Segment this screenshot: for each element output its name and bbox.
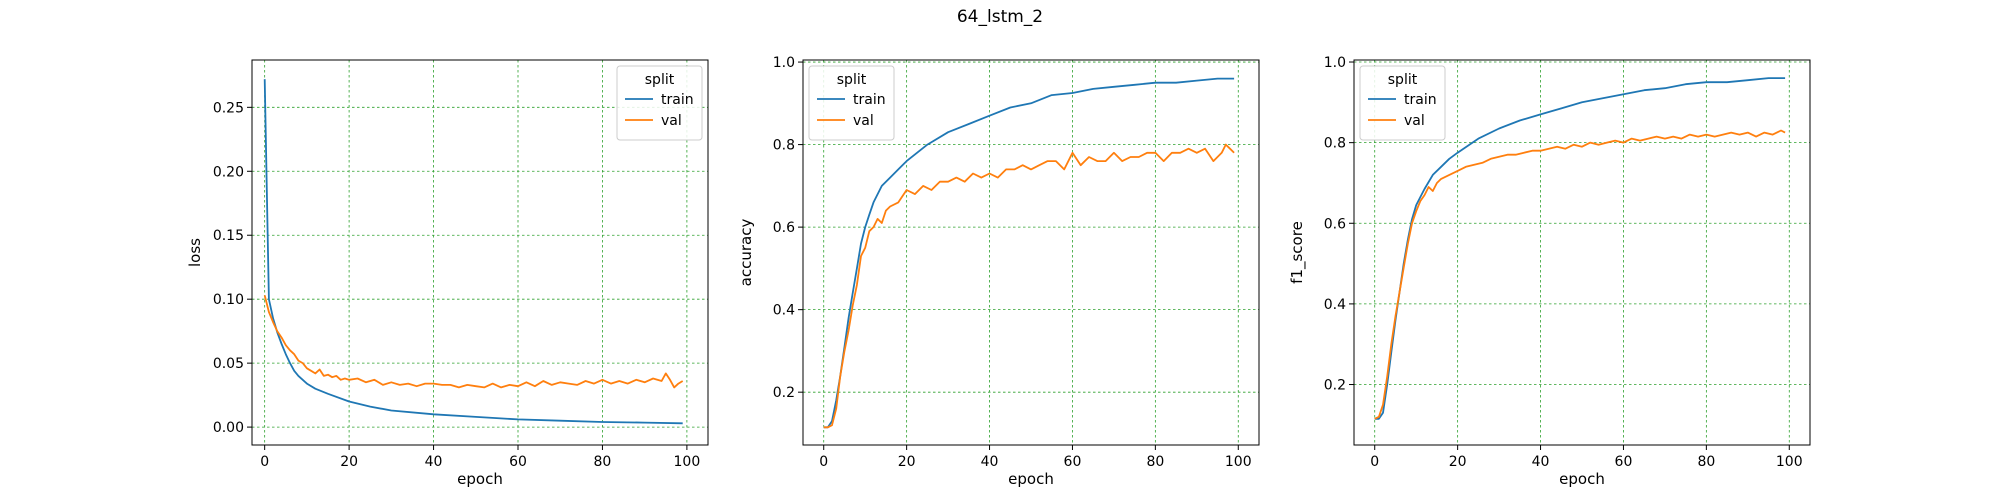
- chart-panel-3: 0 20 40 60 80 100 0.2 0.4 0.6 0.8 1.0 epoch f1_score…: [1288, 55, 1811, 488]
- axes-frame: [1353, 59, 1811, 446]
- x-tick-label: 0: [260, 454, 269, 470]
- legend-box: [616, 65, 703, 141]
- legend: split train val: [808, 65, 895, 141]
- x-axis-label: epoch: [1559, 470, 1605, 488]
- x-axis-label: epoch: [457, 470, 503, 488]
- legend-entry-val: val: [661, 113, 682, 129]
- legend-box: [1359, 65, 1446, 141]
- series-line-val: [823, 143, 1235, 429]
- legend-entry-val: val: [853, 113, 874, 129]
- x-tick-label: 0: [1370, 454, 1379, 470]
- x-tick-label: 20: [340, 454, 358, 470]
- legend-title: split: [645, 72, 675, 88]
- legend: split train val: [1359, 65, 1446, 141]
- axes-frame: [251, 59, 709, 446]
- y-tick-label: 0.25: [213, 100, 244, 116]
- legend-box: [808, 65, 895, 141]
- legend-entry-val: val: [1404, 113, 1425, 129]
- y-tick-label: 0.15: [213, 228, 244, 244]
- x-tick-label: 20: [898, 454, 916, 470]
- y-tick-label: 0.00: [213, 420, 244, 436]
- series-line-train: [823, 77, 1235, 429]
- y-tick-label: 0.4: [773, 303, 795, 319]
- x-tick-label: 60: [509, 454, 527, 470]
- chart-panel-1: 0 20 40 60 80 100 0.00 0.05 0.10 0.15 0.20 0.25 epoc…: [186, 59, 709, 488]
- y-axis-label: accuracy: [737, 219, 755, 287]
- y-tick-label: 0.6: [1324, 216, 1346, 232]
- y-axis-label: loss: [186, 238, 204, 267]
- x-tick-label: 60: [1064, 454, 1082, 470]
- legend-title: split: [1388, 72, 1418, 88]
- legend-entry-train: train: [853, 92, 886, 108]
- x-tick-label: 0: [819, 454, 828, 470]
- y-tick-label: 0.2: [773, 385, 795, 401]
- y-axis-label: f1_score: [1288, 221, 1307, 284]
- y-tick-label: 0.10: [213, 292, 244, 308]
- y-tick-label: 0.8: [773, 138, 795, 154]
- y-tick-label: 0.2: [1324, 378, 1346, 394]
- legend-entry-train: train: [661, 92, 694, 108]
- chart-panel-2: 0 20 40 60 80 100 0.2 0.4 0.6 0.8 1.0 epoch accuracy…: [737, 55, 1260, 488]
- x-tick-label: 60: [1615, 454, 1633, 470]
- y-tick-label: 0.20: [213, 164, 244, 180]
- x-tick-label: 20: [1449, 454, 1467, 470]
- y-tick-label: 1.0: [1324, 55, 1346, 71]
- legend: split train val: [616, 65, 703, 141]
- y-tick-label: 0.4: [1324, 297, 1346, 313]
- axes-frame: [802, 59, 1260, 446]
- x-tick-label: 100: [1776, 454, 1803, 470]
- x-tick-label: 40: [981, 454, 999, 470]
- x-tick-label: 80: [1697, 454, 1715, 470]
- legend-title: split: [837, 72, 867, 88]
- legend-entry-train: train: [1404, 92, 1437, 108]
- x-axis-label: epoch: [1008, 470, 1054, 488]
- series-line-val: [1374, 129, 1786, 420]
- y-tick-label: 1.0: [773, 55, 795, 71]
- figure-suptitle: 64_lstm_2: [957, 7, 1043, 27]
- x-tick-label: 80: [594, 454, 612, 470]
- x-tick-label: 100: [674, 454, 701, 470]
- series-line-val: [263, 295, 684, 389]
- x-tick-label: 40: [1532, 454, 1550, 470]
- x-tick-label: 80: [1146, 454, 1164, 470]
- x-tick-label: 40: [425, 454, 443, 470]
- y-tick-label: 0.05: [213, 356, 244, 372]
- y-tick-label: 0.6: [773, 220, 795, 236]
- x-tick-label: 100: [1225, 454, 1252, 470]
- y-tick-label: 0.8: [1324, 136, 1346, 152]
- series-line-train: [263, 79, 683, 425]
